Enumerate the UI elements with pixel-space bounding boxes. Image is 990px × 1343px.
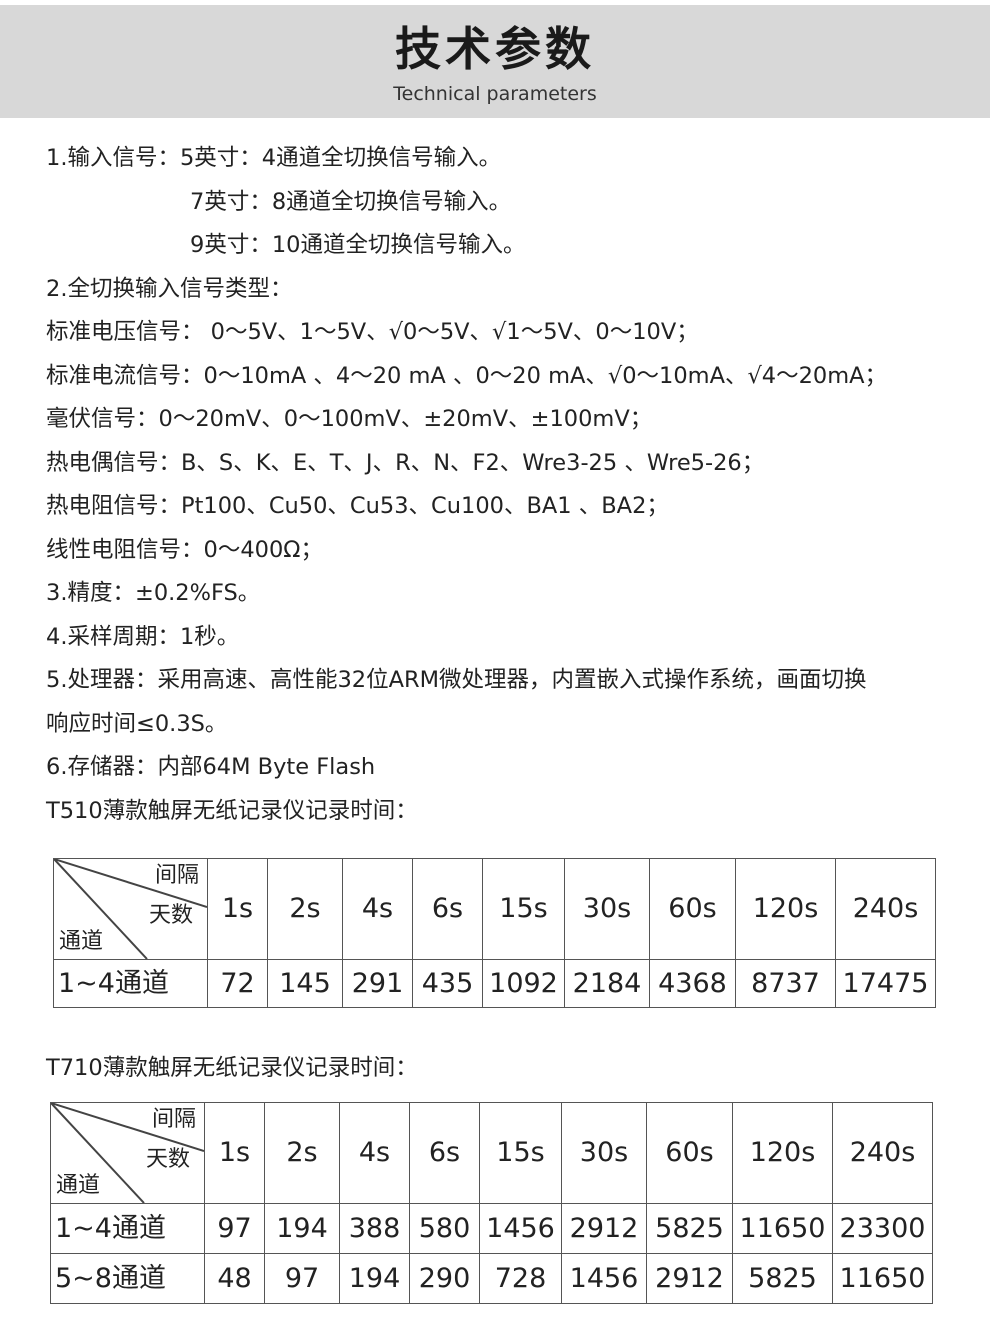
interval-header-cell: 6s	[412, 858, 483, 960]
days-cell: 580	[409, 1203, 480, 1254]
channel-label: 通道	[59, 929, 104, 954]
t710-caption: T710薄款触屏无纸记录仪记录时间：	[46, 1055, 418, 1081]
days-cell: 5825	[646, 1203, 733, 1254]
days-cell: 1092	[482, 959, 565, 1008]
channel-cell: 5~8通道	[50, 1253, 205, 1304]
days-label: 天数	[148, 903, 193, 928]
page-header: 技术参数 Technical parameters	[0, 5, 990, 118]
days-cell: 72	[207, 959, 268, 1008]
corner-box: 间隔天数通道	[51, 1103, 204, 1203]
spec-list: 1.输入信号：5英寸：4通道全切换信号输入。 7英寸：8通道全切换信号输入。 9英寸…	[46, 137, 966, 833]
spec-line: 7英寸：8通道全切换信号输入。	[190, 188, 512, 215]
interval-header-cell: 1s	[207, 858, 268, 960]
corner-box: 间隔天数通道	[54, 859, 207, 959]
table-row: 5~8通道 48 97 194 290 728 1456 2912 5825 11650	[50, 1253, 933, 1304]
days-cell: 2912	[561, 1203, 647, 1254]
days-cell: 2912	[646, 1253, 733, 1304]
days-cell: 435	[412, 959, 483, 1008]
days-cell: 194	[264, 1203, 340, 1254]
spec-line: 6.存储器：内部64M Byte Flash	[46, 754, 376, 780]
days-cell: 290	[409, 1253, 480, 1304]
days-cell: 11650	[832, 1253, 933, 1304]
spec-line: 4.采样周期：1秒。	[46, 623, 240, 650]
interval-header-cell: 15s	[482, 858, 565, 960]
interval-header-cell: 240s	[832, 1102, 933, 1204]
interval-header-cell: 15s	[479, 1102, 562, 1204]
interval-header-cell: 120s	[732, 1102, 833, 1204]
interval-header-cell: 30s	[561, 1102, 647, 1204]
days-cell: 17475	[835, 959, 936, 1008]
interval-header-cell: 240s	[835, 858, 936, 960]
spec-line: 标准电流信号：0～10mA 、4～20 mA 、0～20 mA、√0～10mA、…	[46, 362, 888, 389]
spec-line: 毫伏信号：0～20mV、0～100mV、±20mV、±100mV；	[46, 406, 653, 432]
table-row: 1~4通道 97 194 388 580 1456 2912 5825 11650 23300	[50, 1203, 933, 1254]
spec-line: 3.精度：±0.2%FS。	[46, 580, 261, 606]
interval-header-cell: 4s	[342, 858, 413, 960]
t510-record-time-table: 间隔 天数 通道 1s 2s 4s 6s 15s 30s 60s 120s 240s 1~4通道 72 14…	[53, 858, 936, 1008]
spec-line: 5.处理器：采用高速、高性能32位ARM微处理器，内置嵌入式操作系统，画面切换	[46, 667, 867, 693]
days-cell: 194	[339, 1253, 410, 1304]
days-cell: 23300	[832, 1203, 933, 1254]
interval-header-cell: 2s	[264, 1102, 340, 1204]
spec-line: 热电偶信号：B、S、K、E、T、J、R、N、F2、Wre3-25 、Wre5-2…	[46, 449, 765, 476]
table-row: 1~4通道 72 145 291 435 1092 2184 4368 8737 17475	[53, 959, 936, 1008]
channel-cell: 1~4通道	[50, 1203, 205, 1254]
spec-line: 9英寸：10通道全切换信号输入。	[190, 232, 526, 258]
days-label: 天数	[145, 1147, 190, 1172]
diagonal-lines	[51, 1103, 204, 1203]
days-cell: 145	[267, 959, 343, 1008]
channel-label: 通道	[56, 1173, 101, 1198]
corner-header-cell: 间隔天数通道	[50, 1102, 205, 1204]
spec-line: 热电阻信号：Pt100、Cu50、Cu53、Cu100、BA1 、BA2；	[46, 493, 669, 519]
interval-label: 间隔	[154, 863, 199, 888]
interval-header-cell: 60s	[649, 858, 736, 960]
corner-header-cell: 间隔天数通道	[53, 858, 208, 960]
diagonal-lines	[54, 859, 207, 959]
interval-header-cell: 6s	[409, 1102, 480, 1204]
days-cell: 8737	[735, 959, 836, 1008]
days-cell: 97	[264, 1253, 340, 1304]
days-cell: 1456	[479, 1203, 562, 1254]
days-cell: 291	[342, 959, 413, 1008]
spec-line: 线性电阻信号：0～400Ω；	[46, 536, 323, 563]
spec-line: 2.全切换输入信号类型：	[46, 275, 293, 302]
days-cell: 97	[204, 1203, 265, 1254]
spec-line: 响应时间≤0.3S。	[46, 710, 228, 737]
interval-header-cell: 2s	[267, 858, 343, 960]
days-cell: 11650	[732, 1203, 833, 1254]
interval-header-cell: 1s	[204, 1102, 265, 1204]
interval-header-cell: 4s	[339, 1102, 410, 1204]
spec-line: 标准电压信号： 0～5V、1～5V、√0～5V、√1～5V、0～10V；	[46, 319, 699, 345]
interval-header-cell: 30s	[564, 858, 650, 960]
interval-label: 间隔	[151, 1107, 196, 1132]
days-cell: 1456	[561, 1253, 647, 1304]
t710-record-time-table: 间隔 天数 通道 1s 2s 4s 6s 15s 30s 60s 120s 240s 1~4通道 97 19…	[50, 1102, 933, 1304]
page-title: 技术参数	[395, 22, 595, 76]
days-cell: 2184	[564, 959, 650, 1008]
page-subtitle: Technical parameters	[393, 83, 597, 105]
channel-cell: 1~4通道	[53, 959, 208, 1008]
days-cell: 728	[479, 1253, 562, 1304]
interval-header-cell: 120s	[735, 858, 836, 960]
days-cell: 388	[339, 1203, 410, 1254]
days-cell: 48	[204, 1253, 265, 1304]
spec-line: 1.输入信号：5英寸：4通道全切换信号输入。	[46, 145, 502, 171]
interval-header-cell: 60s	[646, 1102, 733, 1204]
spec-line: T510薄款触屏无纸记录仪记录时间：	[46, 797, 418, 824]
days-cell: 5825	[732, 1253, 833, 1304]
days-cell: 4368	[649, 959, 736, 1008]
